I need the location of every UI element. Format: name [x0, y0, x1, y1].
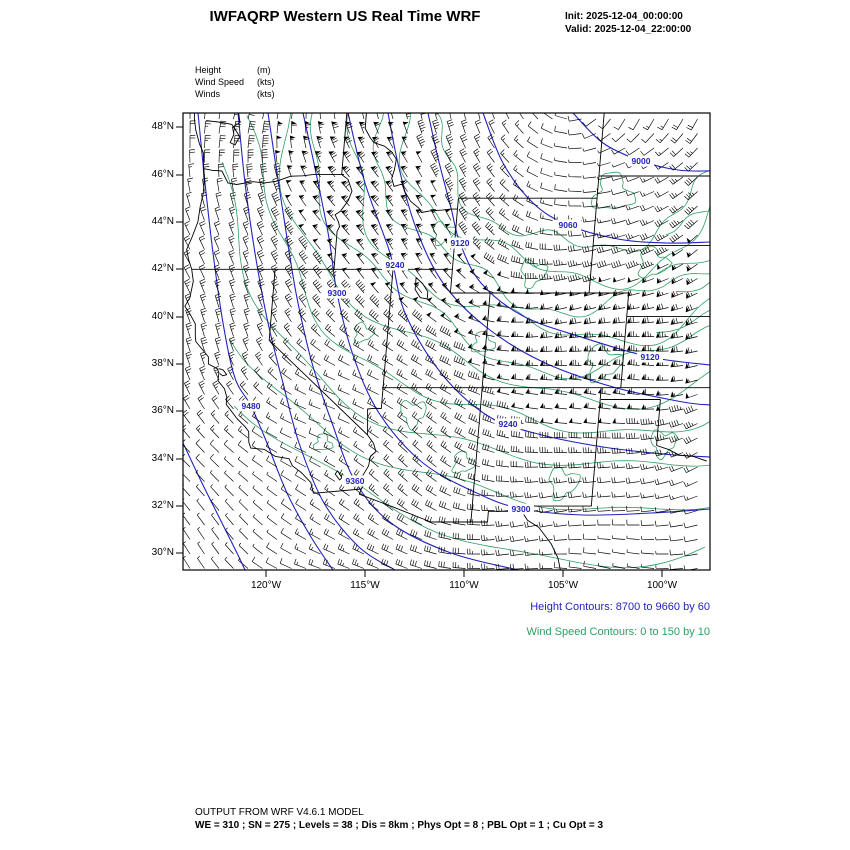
map-layers: 9000 9060 9120 9120 9240 9240 9300 9300 9360 9480	[183, 113, 710, 570]
lat-tick-label: 38°N	[151, 358, 174, 369]
lat-tick-label: 36°N	[151, 405, 174, 416]
svg-text:9240: 9240	[386, 260, 405, 270]
legend-row-winds: Winds (kts)	[195, 88, 275, 100]
map-canvas: 9000 9060 9120 9120 9240 9240 9300 9300 9360 9480	[176, 112, 711, 577]
height-contour-label: 9480	[238, 400, 264, 412]
legend-row-height: Height (m)	[195, 64, 275, 76]
legend-row-windspeed: Wind Speed (kts)	[195, 76, 275, 88]
contour-notes: Height Contours: 8700 to 9660 by 60 Wind…	[527, 601, 710, 651]
height-contour-label: 9120	[637, 351, 663, 363]
lat-tick-label: 30°N	[151, 547, 174, 558]
height-contour-label: 9360	[342, 475, 368, 487]
lon-tick-label: 100°W	[646, 580, 678, 591]
lat-tick-label: 32°N	[151, 500, 174, 511]
height-contours-note: Height Contours: 8700 to 9660 by 60	[530, 601, 710, 613]
map-frame	[182, 112, 711, 571]
lat-tick-label: 46°N	[151, 169, 174, 180]
lat-tick-label: 34°N	[151, 453, 174, 464]
lon-tick-label: 120°W	[250, 580, 282, 591]
svg-text:9060: 9060	[559, 220, 578, 230]
height-contour-label: 9240	[495, 418, 521, 430]
windspeed-contours-note: Wind Speed Contours: 0 to 150 by 10	[526, 626, 710, 638]
valid-time: Valid: 2025-12-04_22:00:00	[565, 24, 692, 35]
svg-text:9480: 9480	[242, 401, 261, 411]
svg-text:9120: 9120	[451, 238, 470, 248]
page-title: IWFAQRP Western US Real Time WRF	[209, 8, 481, 25]
variables-legend: Height (m) Wind Speed (kts) Winds (kts)	[195, 64, 275, 100]
lon-tick-label: 105°W	[547, 580, 579, 591]
lat-tick-label: 44°N	[151, 216, 174, 227]
legend-winds-name: Winds	[195, 89, 221, 99]
legend-height-units: (m)	[257, 65, 271, 75]
height-contour-label: 9000	[628, 155, 654, 167]
wind-barbs	[183, 113, 698, 570]
legend-windspeed-units: (kts)	[257, 77, 275, 87]
lat-tick-label: 48°N	[151, 121, 174, 132]
height-contour-label: 9120	[447, 237, 473, 249]
footer-model-line: OUTPUT FROM WRF V4.6.1 MODEL	[195, 807, 364, 818]
lat-tick-label: 42°N	[151, 263, 174, 274]
svg-text:9240: 9240	[499, 419, 518, 429]
height-contour-label: 9300	[324, 287, 350, 299]
legend-height-name: Height	[195, 65, 222, 75]
legend-windspeed-name: Wind Speed	[195, 77, 245, 87]
lat-tick-label: 40°N	[151, 311, 174, 322]
height-contour-label: 9240	[382, 259, 408, 271]
svg-text:9300: 9300	[328, 288, 347, 298]
init-time: Init: 2025-12-04_00:00:00	[565, 11, 683, 22]
height-contour-label: 9060	[555, 219, 581, 231]
map-plot: 9000 9060 9120 9120 9240 9240 9300 9300 9360 9480	[175, 105, 718, 586]
legend-winds-units: (kts)	[257, 89, 275, 99]
svg-text:9120: 9120	[641, 352, 660, 362]
wind-barb-pennants	[275, 121, 691, 424]
state-borders	[184, 113, 710, 570]
footer-config-line: WE = 310 ; SN = 275 ; Levels = 38 ; Dis …	[195, 820, 604, 831]
svg-text:9360: 9360	[346, 476, 365, 486]
height-contour-label: 9300	[508, 503, 534, 515]
run-times: Init: 2025-12-04_00:00:00 Valid: 2025-12…	[565, 10, 691, 36]
lon-tick-label: 115°W	[350, 580, 380, 591]
footer-block: OUTPUT FROM WRF V4.6.1 MODEL WE = 310 ; …	[195, 806, 603, 832]
svg-text:9000: 9000	[632, 156, 651, 166]
axis-ticks	[176, 126, 663, 577]
svg-text:9300: 9300	[512, 504, 531, 514]
lon-tick-label: 110°W	[449, 580, 479, 591]
